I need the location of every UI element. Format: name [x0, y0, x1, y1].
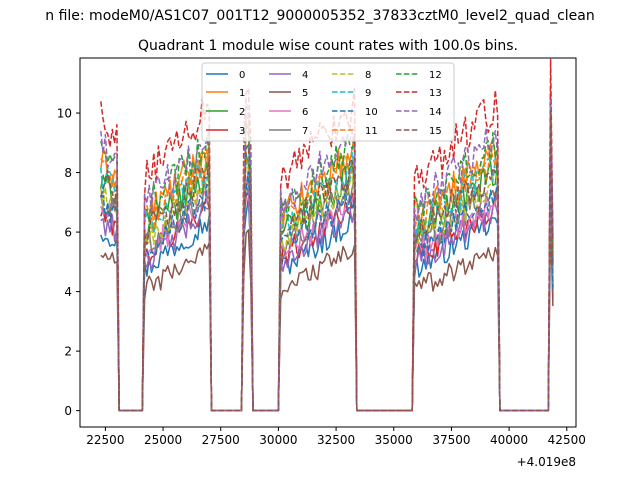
chart-title: Quadrant 1 module wise count rates with … [138, 38, 518, 54]
legend-label-7: 7 [302, 126, 308, 137]
x-offset-text: +4.019e8 [517, 455, 576, 469]
axes-frame [79, 57, 577, 428]
x-tick-label: 42500 [548, 433, 586, 447]
series-line-15 [100, 110, 554, 412]
y-tick-label: 4 [64, 285, 72, 299]
series-line-5 [100, 221, 554, 412]
legend-label-0: 0 [239, 70, 245, 81]
x-tick-label: 35000 [375, 433, 413, 447]
series-line-10 [100, 150, 554, 412]
x-tick-label: 27500 [202, 433, 240, 447]
x-tick-label: 25000 [144, 433, 182, 447]
x-tick-label: 40000 [490, 433, 528, 447]
series-line-14 [100, 99, 554, 412]
series-line-0 [100, 171, 554, 412]
y-tick-label: 6 [64, 226, 72, 240]
y-tick-label: 10 [57, 107, 72, 121]
legend-label-6: 6 [302, 107, 308, 118]
legend-label-15: 15 [429, 126, 442, 137]
x-tick-label: 32500 [317, 433, 355, 447]
y-axis: 0 2 4 6 8 10 [57, 107, 80, 418]
legend-label-11: 11 [365, 126, 378, 137]
series-line-6 [100, 167, 554, 412]
legend-label-3: 3 [239, 126, 245, 137]
legend-label-2: 2 [239, 107, 245, 118]
x-tick-label: 37500 [432, 433, 470, 447]
figure-suptitle: n file: modeM0/AS1C07_001T12_9000005352_… [45, 8, 594, 24]
series-line-8 [100, 127, 554, 412]
legend-label-12: 12 [429, 70, 442, 81]
legend-label-1: 1 [239, 88, 245, 99]
plot-lines [100, 58, 554, 412]
legend-label-9: 9 [365, 88, 371, 99]
legend-label-4: 4 [302, 70, 308, 81]
y-tick-label: 8 [64, 166, 72, 180]
x-axis: 22500 25000 27500 30000 32500 35000 37500 40000… [86, 427, 586, 447]
legend-label-8: 8 [365, 70, 371, 81]
legend-label-13: 13 [429, 88, 442, 99]
y-tick-label: 0 [64, 404, 72, 418]
legend-label-10: 10 [365, 107, 378, 118]
y-tick-label: 2 [64, 345, 72, 359]
legend-label-14: 14 [429, 107, 442, 118]
legend-box [201, 62, 455, 142]
x-tick-label: 30000 [259, 433, 297, 447]
x-tick-label: 22500 [86, 433, 124, 447]
legend-label-5: 5 [302, 88, 308, 99]
